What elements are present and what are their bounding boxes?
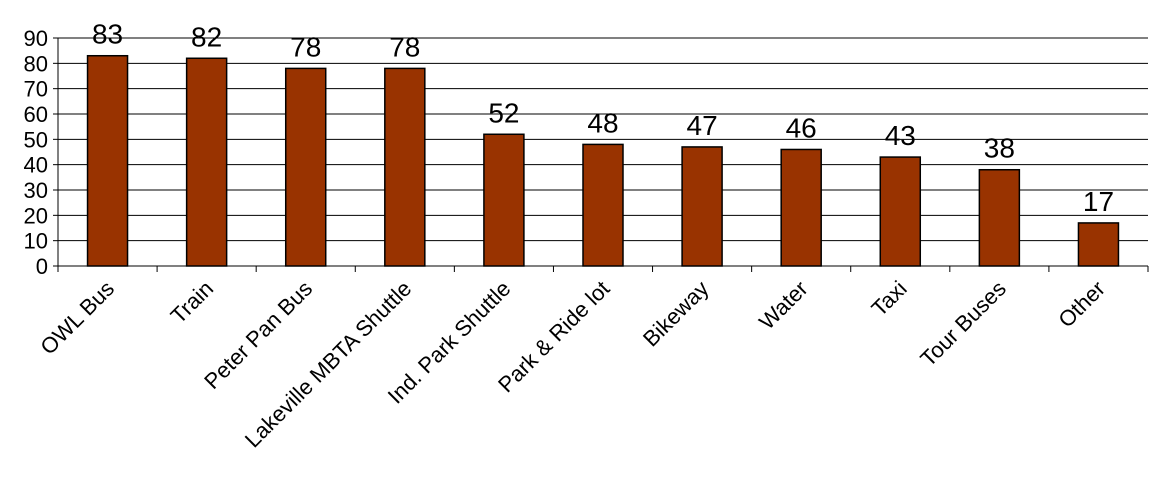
bar	[582, 143, 624, 267]
data-label: 83	[92, 19, 123, 50]
data-label: 48	[587, 107, 618, 138]
x-category-label: Water	[754, 276, 813, 335]
x-category-label: Lakeville MBTA Shuttle	[240, 276, 416, 452]
data-label: 38	[984, 133, 1015, 164]
bars	[86, 54, 1120, 267]
bar	[978, 168, 1021, 267]
bar	[185, 57, 228, 267]
y-tick-label: 80	[24, 51, 48, 76]
bar	[284, 67, 327, 267]
bar	[780, 148, 822, 267]
y-tick-label: 10	[24, 229, 48, 254]
bar	[483, 133, 525, 267]
y-tick-label: 40	[24, 153, 48, 178]
data-label: 78	[389, 31, 420, 62]
bar	[86, 54, 129, 267]
y-tick-label: 90	[24, 26, 48, 51]
data-label: 46	[786, 112, 817, 143]
data-label: 47	[687, 110, 718, 141]
y-tick-label: 60	[24, 102, 48, 127]
gridlines	[58, 37, 1148, 242]
data-label: 52	[488, 97, 519, 128]
bar	[1077, 222, 1120, 267]
data-labels: 83 82 78 78 52 48 47 46 43 38 17	[92, 19, 1114, 217]
y-tick-label: 30	[24, 178, 48, 203]
y-tick-label: 20	[24, 203, 48, 228]
x-category-label: Taxi	[866, 276, 911, 321]
data-label: 43	[885, 120, 916, 151]
x-category-label: Tour Buses	[915, 276, 1011, 372]
x-category-label: Other	[1053, 276, 1110, 333]
data-label: 17	[1083, 186, 1114, 217]
data-label: 78	[290, 31, 321, 62]
bar	[681, 146, 723, 267]
bar	[879, 156, 922, 267]
bar	[384, 67, 426, 267]
x-category-label: Train	[166, 276, 219, 329]
y-tick-label: 0	[36, 254, 48, 279]
y-tick-label: 70	[24, 77, 48, 102]
x-category-label: Bikeway	[638, 276, 714, 352]
x-category-label: OWL Bus	[35, 276, 119, 360]
data-label: 82	[191, 21, 222, 52]
y-tick-label: 50	[24, 127, 48, 152]
